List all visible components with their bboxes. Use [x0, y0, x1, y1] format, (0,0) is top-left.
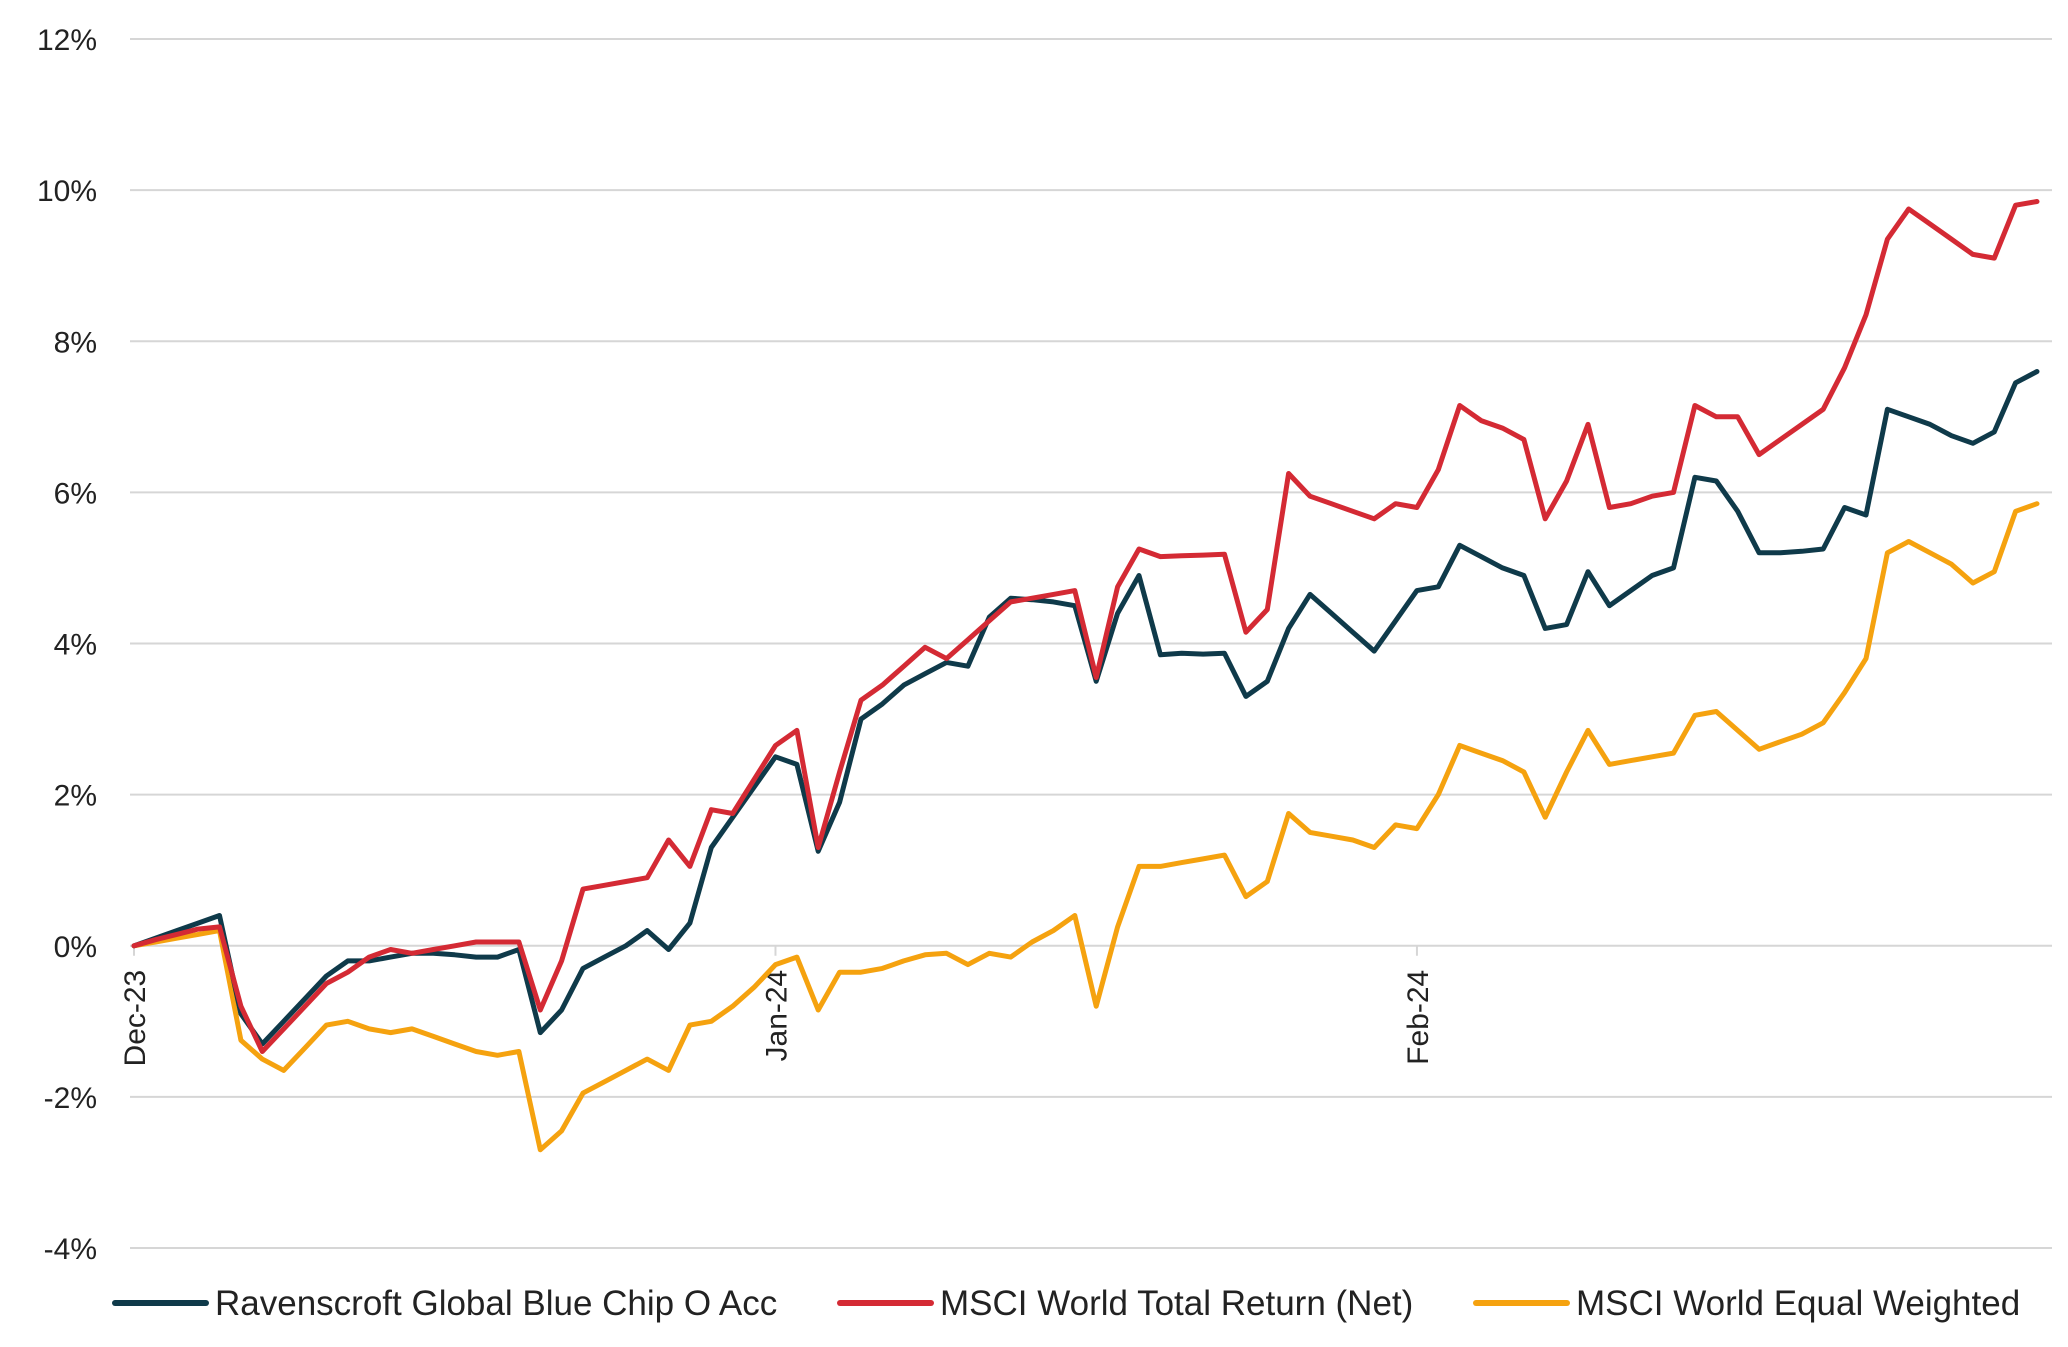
y-tick-label: 12%: [37, 24, 97, 57]
y-tick-label: 8%: [54, 326, 97, 359]
x-tick-label: Feb-24: [1402, 970, 1435, 1065]
y-tick-label: -2%: [44, 1082, 97, 1115]
legend: Ravenscroft Global Blue Chip O Acc MSCI W…: [112, 1284, 2020, 1323]
series-line-2: [131, 501, 2040, 1153]
y-tick-label: 10%: [37, 175, 97, 208]
legend-label: MSCI World Total Return (Net): [940, 1284, 1413, 1323]
grid-lines: [130, 38, 2052, 1249]
legend-label: MSCI World Equal Weighted: [1576, 1284, 2020, 1323]
x-tick-label: Dec-23: [119, 970, 152, 1067]
legend-label: Ravenscroft Global Blue Chip O Acc: [215, 1284, 777, 1323]
y-axis-labels: 12% 10% 8% 6% 4% 2% 0% -2% -4%: [37, 24, 97, 1266]
y-tick-label: 4%: [54, 629, 97, 662]
series-lines: [131, 199, 2040, 1153]
x-tick-label: Jan-24: [760, 970, 793, 1062]
x-axis-ticks: Dec-23 Jan-24 Feb-24: [119, 945, 1435, 1067]
y-tick-label: -4%: [44, 1233, 97, 1266]
series-line-1: [131, 199, 2040, 1054]
y-tick-label: 0%: [54, 931, 97, 964]
series-line-0: [131, 369, 2040, 1047]
y-tick-label: 6%: [54, 477, 97, 510]
y-tick-label: 2%: [54, 780, 97, 813]
